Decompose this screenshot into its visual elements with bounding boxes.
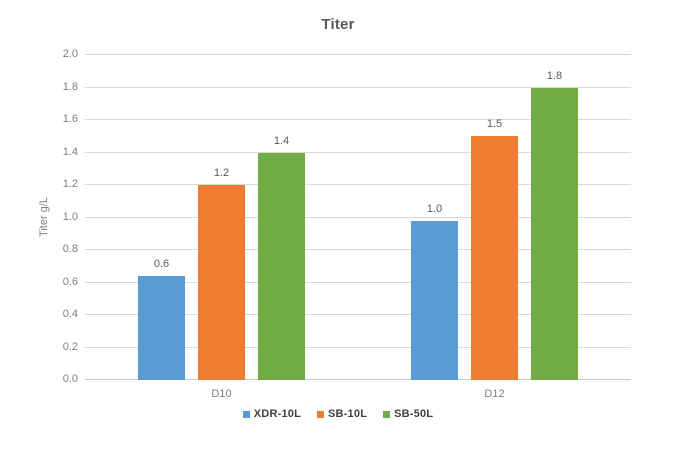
legend: XDR-10L SB-10L SB-50L xyxy=(0,408,676,420)
y-tick-label: 0.8 xyxy=(62,243,78,255)
gridline xyxy=(85,151,631,153)
x-category-label: D10 xyxy=(211,388,232,400)
legend-item-sb-50l: SB-50L xyxy=(383,408,433,420)
gridline xyxy=(85,184,631,185)
y-tick-label: 1.2 xyxy=(62,178,78,190)
y-tick-label: 0.4 xyxy=(62,308,78,320)
y-tick-label: 2.0 xyxy=(62,48,78,60)
bar-value-label: 1.0 xyxy=(426,202,443,215)
chart-title: Titer xyxy=(321,16,355,33)
legend-item-xdr-10l: XDR-10L xyxy=(242,408,302,420)
gridline xyxy=(85,346,631,348)
gridline xyxy=(85,314,631,315)
bar-value-label: 1.2 xyxy=(213,167,230,179)
bar-value-label: 1.8 xyxy=(546,69,563,82)
plot-area: 0.0 0.2 0.4 0.6 0.8 1.0 1.2 1.4 1.6 1.8 2.0 0.6 1.2 1… xyxy=(63,48,631,400)
bar-value-label: 1.5 xyxy=(486,118,503,131)
bar-xdr-10l-d10 xyxy=(138,276,185,380)
legend-item-sb-10l: SB-10L xyxy=(317,408,367,420)
x-axis-line xyxy=(85,379,631,380)
y-axis-title: Titer g/L xyxy=(38,197,50,237)
bar-sb-10l-d10 xyxy=(198,185,245,380)
gridline xyxy=(85,119,631,120)
y-tick-label: 1.6 xyxy=(62,113,78,125)
bar-sb-50l-d10 xyxy=(258,152,305,380)
bar-xdr-10l-d12 xyxy=(411,220,458,380)
bar-sb-50l-d12 xyxy=(531,87,578,380)
legend-label: XDR-10L xyxy=(253,408,302,420)
gridline xyxy=(85,281,631,283)
legend-label: SB-50L xyxy=(394,408,434,420)
gridline xyxy=(85,54,631,55)
bar-sb-10l-d12 xyxy=(471,136,518,380)
legend-swatch-icon xyxy=(383,410,391,418)
bar-value-label: 0.6 xyxy=(153,258,170,270)
y-tick-label: 1.4 xyxy=(62,145,78,158)
y-tick-label: 1.8 xyxy=(62,80,78,93)
legend-swatch-icon xyxy=(242,410,250,418)
y-tick-label: 0.2 xyxy=(62,340,78,353)
y-tick-label: 1.0 xyxy=(62,210,78,223)
y-tick-label: 0.0 xyxy=(62,373,78,385)
x-category-label: D12 xyxy=(484,388,505,400)
gridline xyxy=(85,86,631,88)
bar-value-label: 1.4 xyxy=(273,134,290,147)
legend-swatch-icon xyxy=(317,410,325,418)
gridline xyxy=(85,249,631,250)
legend-label: SB-10L xyxy=(328,408,368,420)
y-tick-label: 0.6 xyxy=(62,275,78,288)
gridline xyxy=(85,216,631,218)
